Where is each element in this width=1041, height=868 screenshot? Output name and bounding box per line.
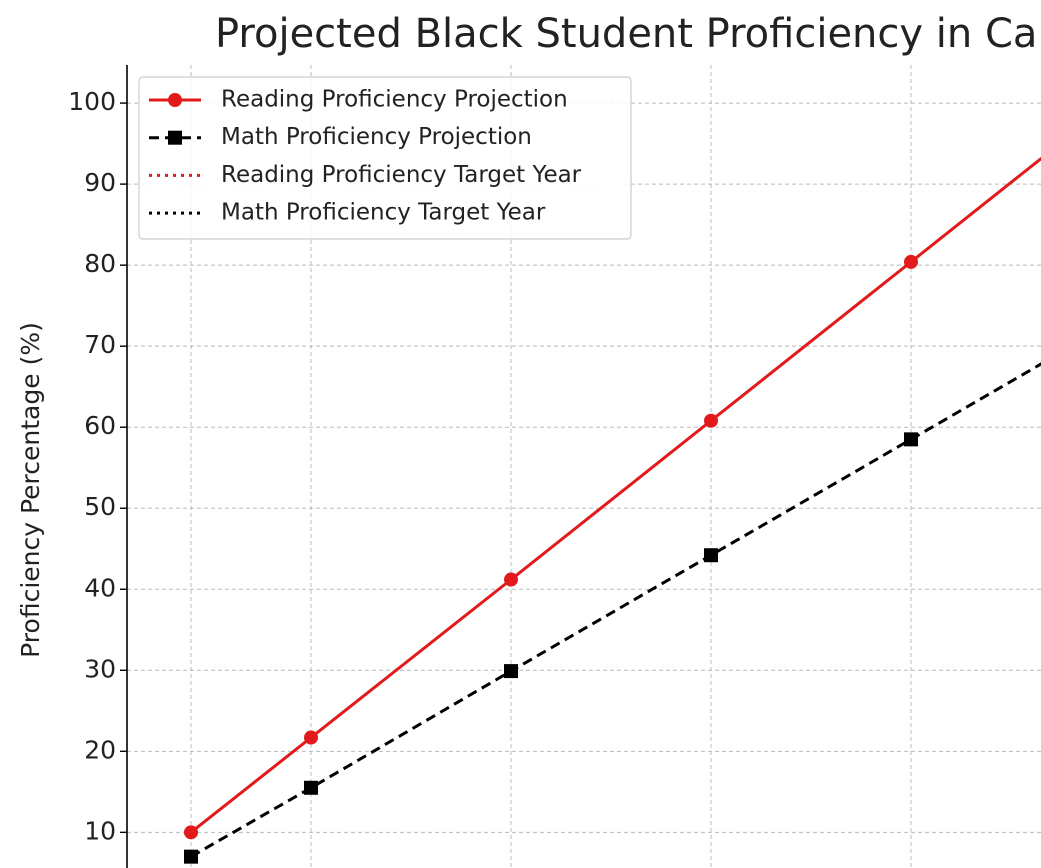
y-tick-label: 50 bbox=[84, 492, 116, 521]
point bbox=[704, 548, 718, 563]
y-tick-label: 70 bbox=[84, 330, 116, 359]
chart-title: Projected Black Student Proficiency in C… bbox=[215, 11, 1037, 57]
point bbox=[184, 849, 198, 864]
point bbox=[184, 825, 198, 840]
legend-label: Math Proficiency Target Year bbox=[221, 200, 546, 226]
y-tick-label: 30 bbox=[84, 654, 116, 683]
y-tick-label: 10 bbox=[84, 816, 116, 845]
y-tick-label: 100 bbox=[68, 87, 116, 116]
legend-label: Reading Proficiency Projection bbox=[221, 87, 568, 113]
legend-label: Math Proficiency Projection bbox=[221, 124, 532, 150]
series-line bbox=[190, 362, 1041, 858]
point bbox=[304, 730, 318, 745]
y-tick-label: 40 bbox=[84, 573, 116, 602]
y-tick-label: 20 bbox=[84, 735, 116, 764]
legend-marker bbox=[168, 93, 182, 107]
point bbox=[904, 432, 918, 447]
y-axis-label: Proficiency Percentage (%) bbox=[16, 322, 45, 658]
legend-box bbox=[138, 76, 632, 240]
point bbox=[504, 572, 518, 587]
y-tick-label: 80 bbox=[84, 249, 116, 278]
legend-label: Reading Proficiency Target Year bbox=[221, 162, 582, 188]
point bbox=[504, 664, 518, 679]
point bbox=[904, 254, 918, 269]
point bbox=[704, 413, 718, 428]
point bbox=[304, 780, 318, 795]
legend-marker bbox=[168, 130, 182, 145]
y-tick-label: 90 bbox=[84, 168, 116, 197]
series-line bbox=[190, 156, 1041, 834]
y-tick-label: 60 bbox=[84, 411, 116, 440]
